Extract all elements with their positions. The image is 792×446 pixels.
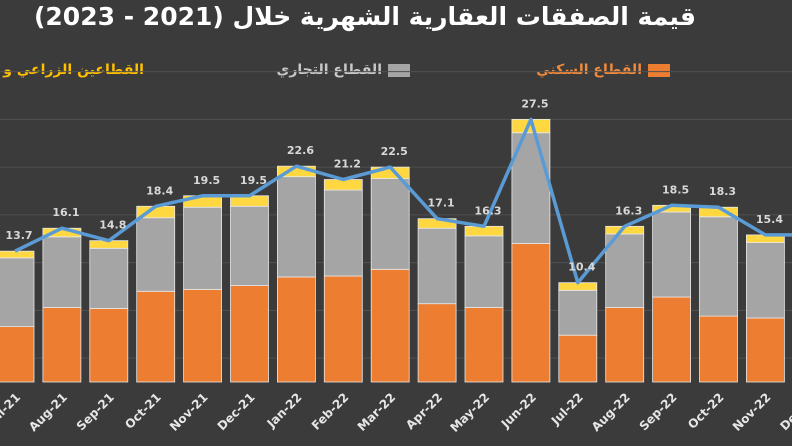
bar-segment-residential: [605, 307, 645, 383]
bar-segment-residential: [0, 326, 35, 383]
data-label: 22.5: [381, 145, 408, 158]
x-tick-label: Sep-21: [74, 390, 117, 433]
data-label: 10.4: [568, 261, 595, 274]
bar-segment-commercial: [464, 235, 504, 308]
bar-segment-commercial: [276, 176, 316, 278]
total-line: [14, 117, 792, 285]
bar-segment-residential: [652, 296, 691, 383]
data-label: 14.8: [99, 219, 126, 232]
x-tick-label: Mar-22: [355, 390, 399, 434]
x-tick-label: Jun-22: [498, 390, 539, 431]
legend-label-residential: القطاع السكني: [536, 62, 642, 78]
bar-segment-commercial: [230, 205, 269, 286]
bar-segment-commercial: [323, 189, 363, 277]
bar-segment-residential: [42, 307, 82, 383]
bar-segment-residential: [511, 243, 551, 383]
x-tick-label: Nov-21: [167, 390, 211, 434]
x-tick-label: Dec-21: [215, 390, 258, 433]
data-label: 18.4: [146, 184, 173, 197]
legend-label-commercial: القطاع التجاري: [276, 62, 382, 78]
bar-segment-commercial: [699, 216, 738, 317]
bar-segment-residential: [370, 268, 410, 383]
bar-segment-residential: [417, 303, 457, 383]
data-label: 16.3: [474, 204, 501, 217]
data-label: 17.1: [428, 197, 455, 210]
bar-segment-commercial: [558, 289, 598, 336]
legend-item-residential: القطاع السكني: [536, 62, 670, 78]
legend-label-agricultural: القطاعين الزراعي و: [3, 62, 144, 78]
bar-segment-commercial: [42, 236, 82, 308]
legend: القطاع السكني القطاع التجاري القطاعين ال…: [0, 62, 792, 82]
data-label: 18.3: [709, 185, 736, 198]
bar-segment-residential: [746, 317, 785, 383]
bar-segment-residential: [183, 288, 223, 383]
legend-item-commercial: القطاع التجاري: [277, 62, 410, 78]
bar-segment-commercial: [136, 217, 176, 292]
bar-segment-residential: [136, 290, 176, 383]
bar-segment-commercial: [746, 242, 785, 319]
x-tick-label: Dec-22: [777, 390, 792, 433]
x-tick-label: Feb-22: [309, 390, 352, 433]
bar-segment-residential: [464, 307, 504, 383]
bar-segment-residential: [230, 285, 269, 383]
x-tick-label: Jan-22: [264, 390, 305, 431]
bar-segment-commercial: [89, 247, 129, 309]
bar-segment-commercial: [652, 211, 691, 298]
legend-swatch-residential: [648, 63, 670, 77]
data-label: 18.5: [662, 183, 689, 196]
legend-item-agricultural: القطاعين الزراعي و: [3, 62, 144, 78]
x-tick-label: Apr-22: [403, 390, 445, 432]
bar-segment-commercial: [0, 257, 35, 328]
x-tick-label: Sep-22: [637, 390, 680, 433]
bar-segment-residential: [699, 315, 738, 383]
data-label: 21.2: [334, 158, 361, 171]
data-label: 16.1: [52, 206, 79, 219]
data-label: 27.5: [521, 97, 548, 110]
x-tick-label: Oct-21: [122, 390, 164, 432]
x-tick-label: Jul-22: [548, 390, 586, 428]
bar-segment-residential: [89, 308, 129, 383]
x-tick-label: Aug-22: [589, 390, 633, 434]
bar-segment-commercial: [605, 233, 645, 308]
data-label: 15.4: [756, 213, 783, 226]
bar-segment-residential: [558, 334, 598, 383]
data-label: 19.5: [193, 174, 220, 187]
data-label: 16.3: [615, 204, 642, 217]
x-tick-label: Oct-22: [685, 390, 727, 432]
bar-segment-commercial: [417, 227, 457, 305]
data-label: 22.6: [287, 144, 314, 157]
bar-segment-residential: [323, 275, 363, 383]
legend-swatch-commercial: [388, 63, 410, 77]
data-label: 13.7: [5, 229, 32, 242]
data-label: 19.5: [240, 174, 267, 187]
x-tick-label: Nov-22: [730, 390, 774, 434]
chart-title: قيمة الصفقات العقارية الشهرية خلال (2021…: [33, 2, 696, 31]
bar-segment-commercial: [370, 178, 410, 270]
bar-segment-commercial: [183, 206, 223, 290]
x-tick-label: May-22: [447, 390, 492, 435]
x-tick-label: Aug-21: [26, 390, 70, 434]
x-tick-label: Jul-21: [0, 390, 23, 428]
bar-segment-residential: [276, 276, 316, 383]
